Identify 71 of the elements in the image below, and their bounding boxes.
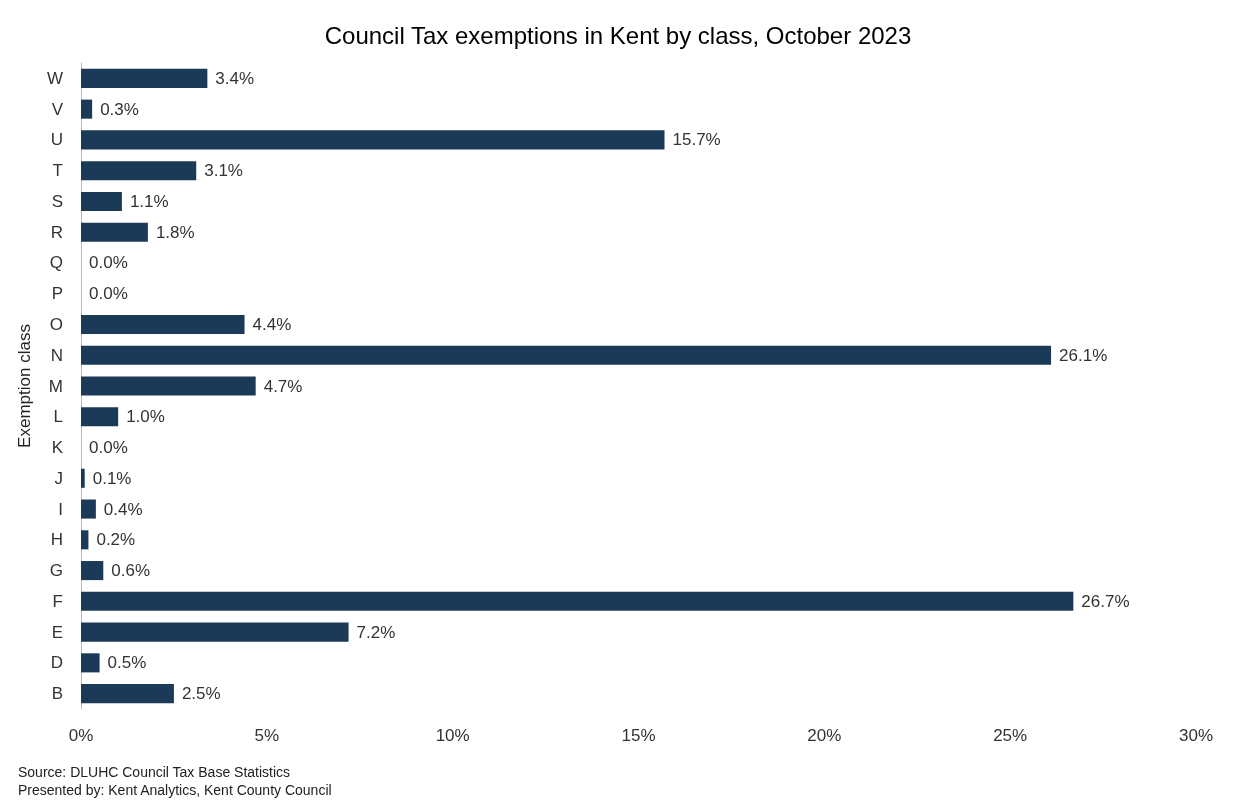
y-tick-label: L [53, 407, 63, 427]
y-tick-label: S [51, 191, 63, 211]
text: Presented by: Kent Analytics, Kent County Council [18, 781, 332, 799]
data-label: 1.8% [155, 222, 195, 242]
data-label: 3.1% [204, 161, 243, 181]
bar [81, 530, 89, 550]
x-tick-label: 0% [68, 726, 94, 745]
bar [81, 345, 1052, 365]
bar [81, 68, 208, 88]
data-label: 2.5% [181, 684, 221, 704]
bar [81, 161, 197, 181]
y-tick-label: I [58, 499, 63, 519]
bar [81, 499, 96, 519]
x-tick-label: 10% [435, 726, 470, 745]
y-tick-label: R [50, 222, 63, 242]
data-label: 0.0% [89, 253, 128, 273]
y-tick-label: T [52, 161, 63, 181]
data-label: 26.1% [1059, 345, 1108, 365]
x-tick-label: 25% [993, 726, 1028, 745]
data-label: 0.0% [89, 284, 128, 304]
bar [81, 591, 1074, 611]
x-tick-label: 20% [807, 726, 842, 745]
y-tick-label: F [52, 591, 63, 611]
data-label: 0.3% [100, 99, 139, 119]
data-label: 26.7% [1081, 591, 1130, 611]
y-tick-label: Q [49, 253, 63, 273]
bar [81, 684, 174, 704]
y-tick-label: O [49, 314, 63, 334]
bar [81, 376, 256, 396]
y-tick-label: H [50, 530, 63, 550]
data-label: 4.7% [263, 376, 303, 396]
data-label: 1.0% [126, 407, 165, 427]
x-tick-label: 30% [1178, 726, 1214, 745]
y-tick-label: W [46, 68, 63, 88]
y-tick-label: E [51, 622, 63, 642]
bar [81, 314, 245, 335]
data-label: 0.1% [92, 468, 132, 488]
x-tick-label: 15% [621, 726, 656, 745]
data-label: 0.2% [96, 530, 136, 550]
data-label: 4.4% [252, 314, 292, 334]
source-note: Source: DLUHC Council Tax Base Statistics [18, 763, 292, 781]
data-label: 1.1% [129, 191, 169, 211]
y-tick-label: P [51, 284, 63, 304]
bar [81, 653, 100, 673]
bar [81, 468, 85, 488]
y-tick-label: D [50, 653, 63, 673]
y-tick-label: U [50, 130, 63, 150]
bar [81, 561, 104, 581]
y-tick-label: V [51, 99, 64, 119]
bar [81, 191, 122, 211]
bar [81, 622, 349, 642]
y-tick-label: M [48, 376, 63, 396]
y-axis-title: Exemption class [15, 324, 34, 448]
data-label: 0.6% [111, 561, 151, 581]
y-tick-label: B [51, 684, 63, 704]
y-tick-label: K [51, 438, 64, 458]
bar [81, 99, 93, 119]
bar [81, 407, 119, 427]
y-tick-label: J [54, 468, 63, 488]
y-tick-label: G [49, 561, 63, 581]
bar [81, 222, 148, 242]
y-tick-label: N [50, 345, 63, 365]
x-tick-label: 5% [254, 726, 280, 745]
data-label: 15.7% [672, 130, 721, 150]
bar [81, 130, 665, 150]
data-label: 0.4% [103, 499, 143, 519]
chart-title: Council Tax exemptions in Kent by class, October 2023 [324, 21, 912, 49]
data-label: 0.0% [89, 438, 128, 458]
data-label: 3.4% [215, 68, 255, 88]
data-label: 0.5% [107, 653, 147, 673]
data-label: 7.2% [356, 622, 396, 642]
